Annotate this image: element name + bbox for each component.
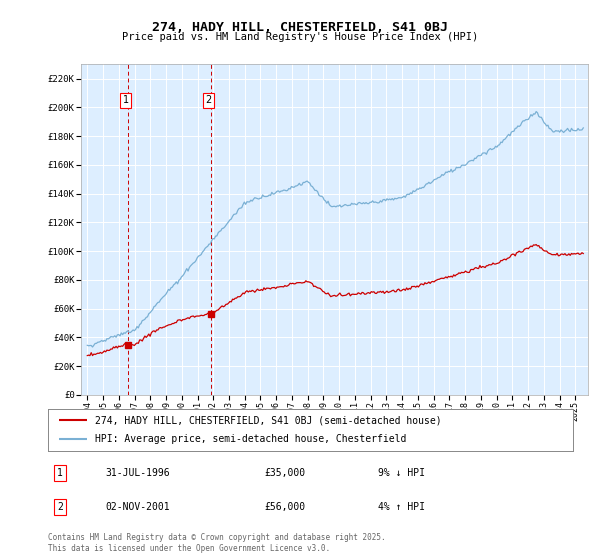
Text: £35,000: £35,000 bbox=[264, 468, 305, 478]
Text: 2: 2 bbox=[205, 95, 212, 105]
Text: 02-NOV-2001: 02-NOV-2001 bbox=[105, 502, 170, 512]
Text: HPI: Average price, semi-detached house, Chesterfield: HPI: Average price, semi-detached house,… bbox=[95, 435, 407, 445]
Text: 274, HADY HILL, CHESTERFIELD, S41 0BJ (semi-detached house): 274, HADY HILL, CHESTERFIELD, S41 0BJ (s… bbox=[95, 415, 442, 425]
Text: 1: 1 bbox=[57, 468, 63, 478]
Text: Price paid vs. HM Land Registry's House Price Index (HPI): Price paid vs. HM Land Registry's House … bbox=[122, 32, 478, 42]
Text: 9% ↓ HPI: 9% ↓ HPI bbox=[378, 468, 425, 478]
Text: £56,000: £56,000 bbox=[264, 502, 305, 512]
Text: 1: 1 bbox=[122, 95, 128, 105]
Text: 31-JUL-1996: 31-JUL-1996 bbox=[105, 468, 170, 478]
Text: Contains HM Land Registry data © Crown copyright and database right 2025.
This d: Contains HM Land Registry data © Crown c… bbox=[48, 533, 386, 553]
Text: 2: 2 bbox=[57, 502, 63, 512]
Text: 4% ↑ HPI: 4% ↑ HPI bbox=[378, 502, 425, 512]
Text: 274, HADY HILL, CHESTERFIELD, S41 0BJ: 274, HADY HILL, CHESTERFIELD, S41 0BJ bbox=[152, 21, 448, 34]
